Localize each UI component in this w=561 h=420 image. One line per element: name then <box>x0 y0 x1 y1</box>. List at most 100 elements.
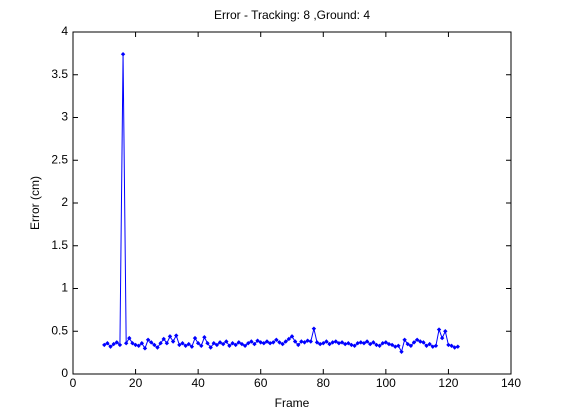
data-point <box>418 339 423 344</box>
x-tick-label: 80 <box>317 376 331 390</box>
data-point <box>108 344 113 349</box>
data-point <box>127 335 132 341</box>
data-point <box>111 341 116 347</box>
data-point <box>202 335 207 340</box>
data-point <box>396 343 401 348</box>
data-point <box>208 345 213 350</box>
data-point <box>317 341 323 347</box>
data-point <box>433 343 439 348</box>
data-point <box>449 343 454 348</box>
data-point <box>123 341 129 346</box>
data-point <box>170 339 176 344</box>
data-point <box>380 341 385 346</box>
data-point <box>414 337 420 342</box>
y-tick-label: 2 <box>61 195 68 209</box>
data-point <box>355 341 360 346</box>
data-point <box>161 336 166 342</box>
data-point <box>311 326 317 331</box>
data-point <box>230 341 235 346</box>
data-point <box>308 339 313 344</box>
data-point <box>217 340 223 345</box>
data-point <box>305 338 310 343</box>
data-point <box>199 343 204 348</box>
y-tick-label: 0 <box>61 366 68 380</box>
data-point <box>130 341 135 346</box>
data-point <box>421 340 426 345</box>
x-tick-label: 140 <box>501 376 521 390</box>
x-tick-label: 0 <box>70 376 77 390</box>
data-point <box>446 342 451 348</box>
data-point <box>214 342 220 348</box>
data-point <box>177 342 182 348</box>
data-point <box>352 343 357 348</box>
data-point <box>342 341 348 347</box>
x-tick-label: 120 <box>438 376 458 390</box>
data-point <box>220 341 226 347</box>
data-point <box>408 343 414 348</box>
data-point <box>386 341 392 347</box>
x-tick-label: 60 <box>254 376 268 390</box>
data-point <box>167 334 173 339</box>
data-point <box>249 339 254 344</box>
data-point <box>164 341 170 346</box>
data-point <box>330 340 335 345</box>
data-point <box>142 346 148 351</box>
data-point <box>136 343 141 348</box>
data-point <box>233 342 238 348</box>
data-point <box>302 340 307 345</box>
data-point <box>321 341 326 346</box>
data-point <box>443 329 448 334</box>
data-point <box>195 341 201 346</box>
y-axis-label: Error (cm) <box>28 176 42 230</box>
data-point <box>224 339 229 344</box>
data-point <box>399 349 404 354</box>
y-tick-label: 3.5 <box>51 67 68 81</box>
data-point <box>280 341 285 347</box>
data-point <box>452 345 457 350</box>
data-point <box>174 333 179 338</box>
data-point <box>349 342 354 348</box>
x-axis-label: Frame <box>275 396 310 410</box>
data-point <box>271 340 276 345</box>
data-point <box>361 341 367 346</box>
y-tick-label: 0.5 <box>51 323 68 337</box>
data-point <box>389 342 395 348</box>
y-tick-label: 1.5 <box>51 238 68 252</box>
data-point <box>405 341 410 347</box>
data-point <box>296 342 301 348</box>
data-point <box>117 342 123 348</box>
data-point <box>242 343 248 348</box>
data-point <box>252 341 257 347</box>
data-point <box>246 341 251 346</box>
chart-title: Error - Tracking: 8 ,Ground: 4 <box>214 8 370 22</box>
data-point <box>377 343 382 348</box>
data-point <box>339 340 345 345</box>
data-point <box>258 340 263 345</box>
data-point <box>430 344 435 349</box>
data-point <box>283 339 288 344</box>
data-point <box>102 342 107 348</box>
data-point <box>267 341 273 346</box>
data-point <box>105 341 110 346</box>
data-point <box>180 341 185 346</box>
data-point <box>158 341 163 346</box>
data-point <box>383 340 389 345</box>
y-tick-label: 1 <box>61 281 68 295</box>
data-point <box>186 341 191 347</box>
data-point <box>289 334 295 339</box>
data-point <box>145 337 151 342</box>
data-point <box>211 341 216 346</box>
data-point <box>274 337 279 342</box>
data-point <box>424 343 429 348</box>
data-point <box>346 341 351 346</box>
y-tick-label: 3 <box>61 110 68 124</box>
y-tick-label: 2.5 <box>51 152 68 166</box>
x-tick-label: 100 <box>376 376 396 390</box>
data-point <box>327 341 332 347</box>
data-point <box>368 341 373 347</box>
data-point <box>227 343 232 348</box>
data-point <box>255 338 260 343</box>
data-point <box>192 335 198 341</box>
